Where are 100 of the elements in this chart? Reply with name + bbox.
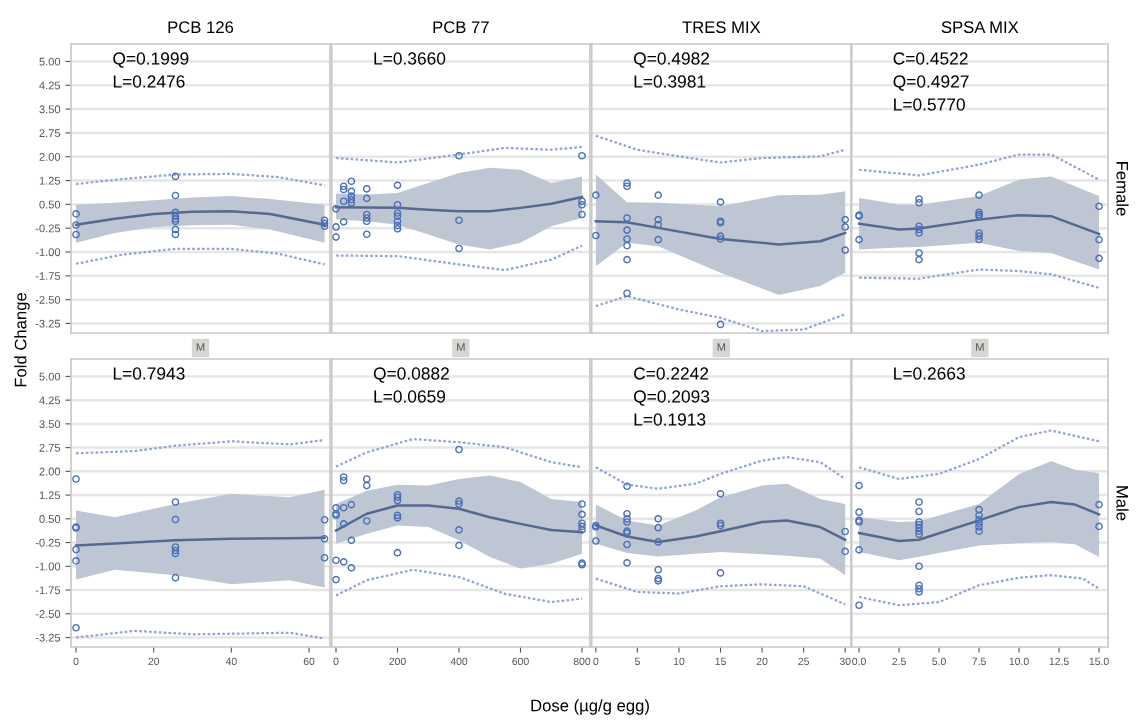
x-tick-label: 5.0	[932, 657, 946, 666]
annotation: Q=0.1999	[113, 52, 189, 68]
x-tick-label: 12.5	[1049, 657, 1069, 666]
point	[915, 520, 923, 529]
point	[362, 184, 371, 193]
point	[320, 515, 329, 524]
point	[915, 249, 923, 257]
point	[171, 217, 180, 226]
y-tick-label: -1.00	[35, 248, 61, 257]
point	[623, 255, 631, 264]
point	[393, 217, 402, 226]
point	[654, 523, 663, 532]
point	[915, 222, 923, 231]
point	[171, 215, 180, 223]
point	[362, 481, 371, 490]
point	[716, 490, 725, 498]
point	[455, 497, 463, 505]
chart-title: PCB 77	[433, 21, 489, 34]
point	[171, 212, 180, 220]
point	[455, 216, 463, 225]
point	[975, 505, 983, 514]
point	[347, 195, 356, 204]
line-series	[74, 247, 326, 266]
point	[339, 476, 348, 485]
x-tick-label: 10.0	[1009, 657, 1029, 666]
y-tick-label: 0.50	[39, 200, 61, 209]
point	[975, 515, 983, 524]
point	[320, 222, 329, 231]
point	[578, 519, 586, 528]
y-tick-label: -1.75	[35, 272, 61, 280]
x-tick-label: 0	[333, 657, 339, 666]
point	[1095, 522, 1103, 531]
point	[623, 235, 631, 243]
point	[578, 510, 586, 519]
point	[915, 498, 923, 506]
point	[578, 197, 586, 206]
x-tick-label: 60	[303, 657, 315, 666]
y-tick-label: -0.25	[35, 224, 61, 233]
annotation: L=0.7943	[113, 367, 185, 380]
x-axis-title: Dose (µg/g egg)	[531, 699, 649, 715]
point	[72, 545, 80, 554]
point	[332, 233, 340, 241]
point	[320, 553, 329, 562]
y-tick-label: -3.25	[35, 633, 61, 642]
point	[362, 194, 371, 203]
point	[393, 493, 402, 502]
x-tick-label: 400	[450, 657, 468, 666]
annotation: L=0.0659	[374, 390, 446, 403]
point	[393, 221, 402, 230]
point	[915, 518, 923, 526]
y-tick-label: -2.50	[35, 610, 61, 618]
point	[592, 537, 600, 545]
point	[623, 515, 631, 523]
point	[362, 210, 371, 219]
point	[654, 574, 663, 583]
y-tick-label: 2.75	[39, 129, 61, 138]
point	[347, 500, 356, 509]
point	[915, 255, 923, 264]
point	[1095, 235, 1103, 244]
point	[975, 229, 983, 237]
y-tick-label: 4.25	[39, 396, 61, 405]
point	[393, 209, 402, 217]
point	[855, 235, 863, 244]
point	[578, 151, 586, 160]
y-tick-label: 1.25	[39, 491, 61, 500]
point	[623, 226, 631, 234]
point	[393, 496, 402, 505]
point	[171, 515, 180, 524]
point	[855, 546, 863, 554]
point	[332, 503, 340, 512]
y-tick-label: 4.25	[39, 81, 61, 90]
point	[654, 538, 663, 546]
point	[347, 187, 356, 196]
annotation: L=0.5770	[894, 98, 965, 111]
point	[171, 191, 180, 200]
point	[623, 558, 631, 567]
point	[654, 515, 663, 523]
point	[362, 214, 371, 222]
point	[578, 500, 586, 508]
point	[975, 511, 983, 520]
y-tick-label: -1.75	[35, 586, 61, 595]
chart-subtitle: M	[717, 343, 726, 351]
point	[915, 584, 923, 593]
point	[855, 508, 863, 516]
y-tick-label: 2.75	[39, 443, 61, 452]
point	[1095, 254, 1103, 263]
point	[171, 543, 180, 551]
y-tick-label: -3.25	[35, 319, 61, 328]
point	[339, 185, 348, 194]
x-tick-label: 25	[798, 657, 809, 666]
chart-title: PCB 126	[168, 21, 234, 34]
point	[455, 500, 463, 508]
point	[332, 205, 340, 213]
point	[578, 522, 586, 531]
point	[915, 198, 923, 207]
x-tick-label: 15.0	[1089, 657, 1109, 666]
x-tick-label: 0	[593, 657, 599, 666]
point	[347, 564, 356, 572]
chart-subtitle: M	[976, 343, 984, 351]
point	[578, 526, 586, 534]
